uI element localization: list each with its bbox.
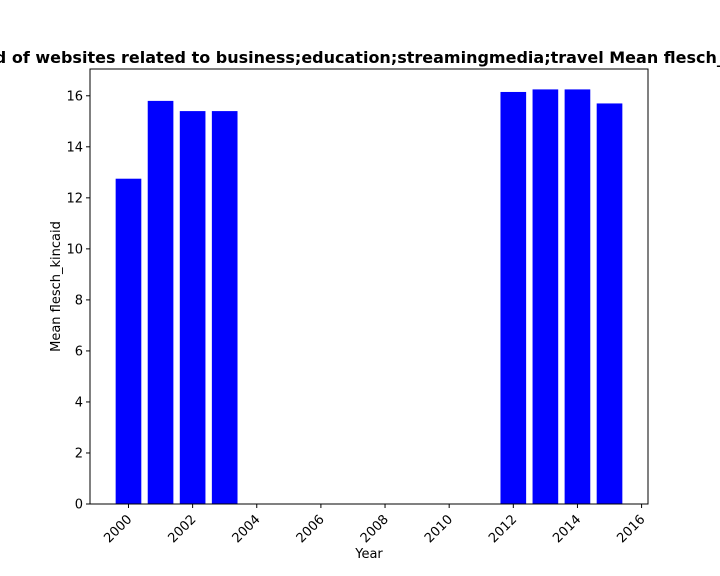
y-tick-label: 12 (66, 191, 83, 206)
y-tick-label: 2 (75, 446, 83, 461)
x-tick-label: 2006 (294, 512, 328, 546)
y-axis: 0 2 4 6 8 10 12 14 16 (66, 89, 90, 513)
y-tick-label: 14 (66, 140, 83, 155)
y-tick-label: 10 (66, 242, 83, 257)
bar-2002 (179, 111, 206, 504)
bar-2013 (532, 89, 559, 505)
bar-2003 (211, 111, 238, 504)
y-tick-label: 8 (75, 293, 83, 308)
bar-2014 (564, 89, 591, 505)
y-tick-label: 6 (75, 344, 83, 359)
x-tick-label: 2010 (422, 512, 456, 546)
y-tick-label: 16 (66, 89, 83, 104)
x-tick-label: 2004 (230, 512, 264, 546)
y-axis-label: Mean flesch_kincaid (49, 221, 64, 352)
chart-title: Mean flesch_kincaid of websites related … (0, 48, 720, 67)
bar-2001 (147, 100, 174, 505)
x-tick-label: 2014 (550, 512, 584, 546)
x-axis-label: Year (354, 547, 383, 562)
y-tick-label: 0 (75, 498, 83, 513)
x-axis: 2000 2002 2004 2006 2008 2010 2012 2014 2016 (101, 504, 648, 546)
bar-2012 (500, 91, 527, 504)
x-tick-label: 2012 (486, 512, 520, 546)
plot-area-frame (89, 68, 649, 505)
bars-group (115, 89, 623, 505)
bar-2000 (115, 178, 142, 505)
x-tick-label: 2000 (101, 512, 135, 546)
x-tick-label: 2016 (614, 512, 648, 546)
bar-2015 (596, 103, 623, 505)
x-tick-label: 2002 (165, 512, 199, 546)
x-tick-label: 2008 (358, 512, 392, 546)
y-tick-label: 4 (75, 395, 83, 410)
